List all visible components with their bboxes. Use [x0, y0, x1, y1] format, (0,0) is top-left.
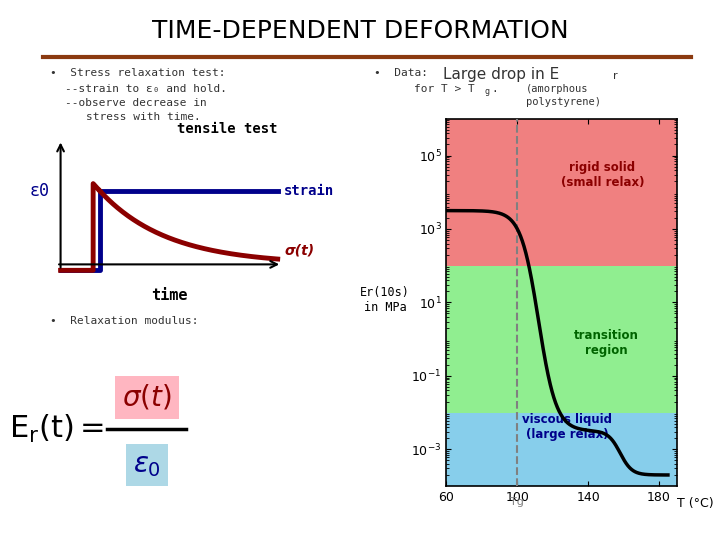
Text: Tg: Tg	[510, 497, 524, 507]
Text: time: time	[151, 288, 187, 303]
Text: Large drop in E: Large drop in E	[443, 68, 559, 83]
Text: σ(t): σ(t)	[284, 244, 315, 258]
Text: viscous liquid
(large relax): viscous liquid (large relax)	[522, 413, 612, 441]
Text: $\sigma(t)$: $\sigma(t)$	[122, 383, 171, 411]
Text: •  Data:: • Data:	[374, 68, 442, 78]
Text: T (°C): T (°C)	[677, 497, 714, 510]
Text: $\varepsilon_\mathsf{0}$: $\varepsilon_\mathsf{0}$	[132, 451, 161, 479]
Bar	[446, 266, 677, 413]
Text: --strain to ε₀ and hold.: --strain to ε₀ and hold.	[65, 84, 227, 94]
Text: TIME-DEPENDENT DEFORMATION: TIME-DEPENDENT DEFORMATION	[152, 19, 568, 43]
Text: stress with time.: stress with time.	[86, 112, 201, 123]
Text: •  Stress relaxation test:: • Stress relaxation test:	[50, 68, 226, 78]
Text: r: r	[613, 71, 618, 82]
Text: tensile test: tensile test	[177, 122, 278, 136]
Bar	[446, 119, 677, 266]
Text: --observe decrease in: --observe decrease in	[65, 98, 207, 109]
Text: Er(10s)
in MPa: Er(10s) in MPa	[360, 286, 410, 314]
Text: polystyrene): polystyrene)	[526, 97, 600, 107]
Text: $\mathsf{E_r(t) =}$: $\mathsf{E_r(t) =}$	[9, 413, 104, 446]
Text: strain: strain	[284, 184, 335, 198]
Text: rigid solid
(small relax): rigid solid (small relax)	[561, 161, 644, 188]
Text: ε0: ε0	[30, 182, 50, 200]
Text: (amorphous: (amorphous	[526, 84, 588, 94]
Text: .: .	[492, 84, 539, 94]
Text: transition
region: transition region	[573, 329, 639, 357]
Text: g: g	[485, 87, 490, 97]
Text: for T > T: for T > T	[414, 84, 474, 94]
Bar	[446, 413, 677, 486]
Text: •  Relaxation modulus:: • Relaxation modulus:	[50, 316, 199, 326]
